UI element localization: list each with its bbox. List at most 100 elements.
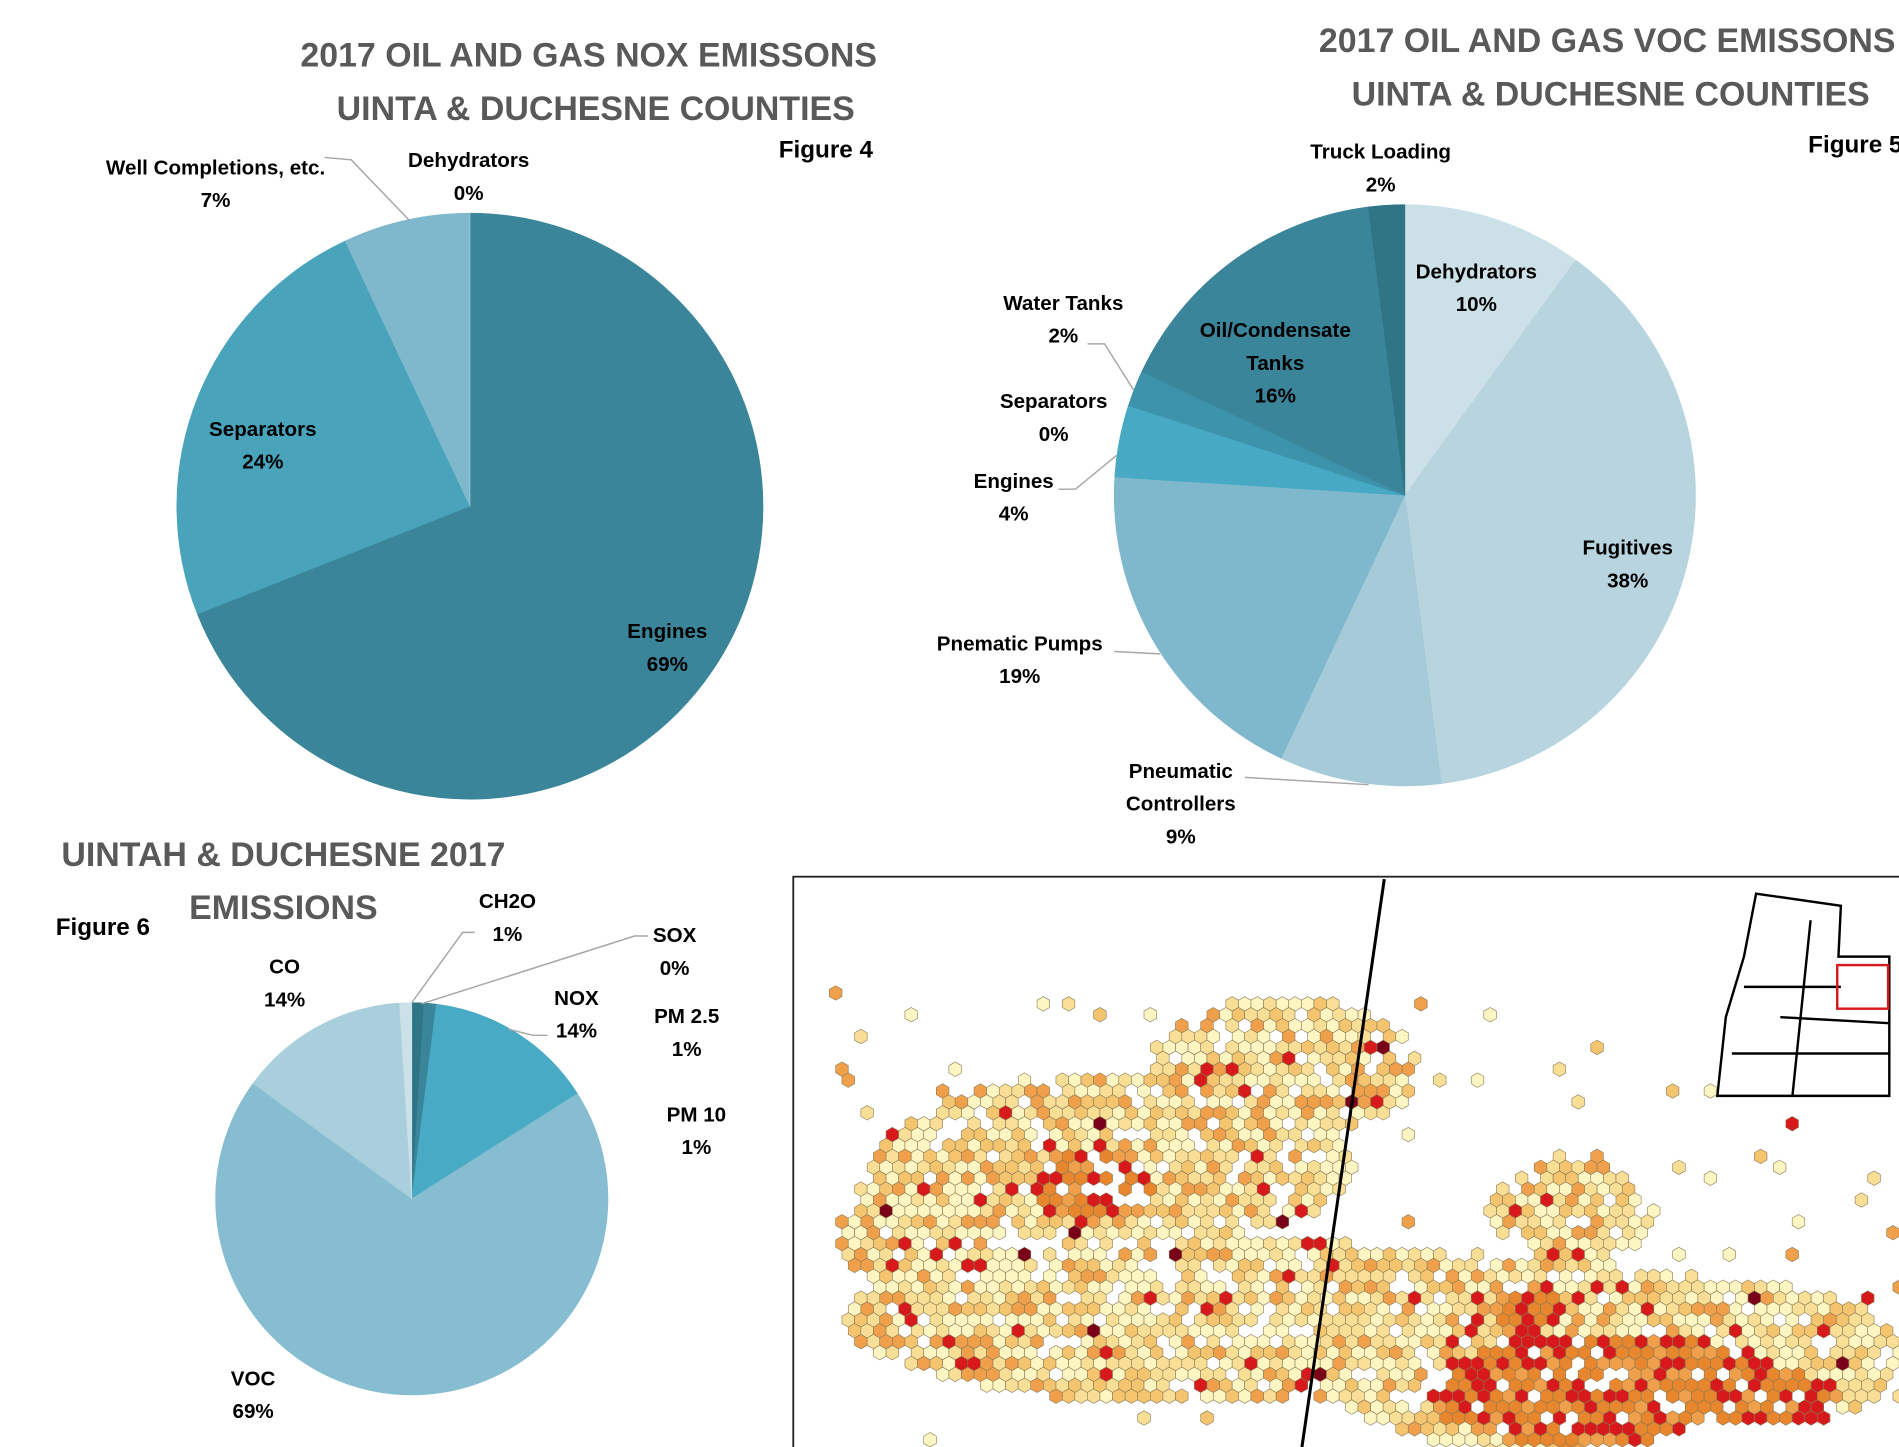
data-label: Water Tanks 2% <box>979 287 1149 352</box>
label-value: 69% <box>232 1399 274 1423</box>
map-hex <box>1552 1061 1567 1077</box>
label-value: 0% <box>453 181 484 205</box>
map-hex <box>1703 1083 1718 1099</box>
label-name: NOX <box>554 986 599 1010</box>
data-label: Engines 69% <box>595 615 740 680</box>
label-name: Truck Loading <box>1310 140 1452 164</box>
label-name: Fugitives <box>1582 536 1673 560</box>
data-label: PM 2.5 1% <box>632 1000 741 1065</box>
pie-slice <box>1404 259 1696 784</box>
label-value: 19% <box>999 664 1041 688</box>
chart-subtitle: UINTA & DUCHESNE COUNTIES <box>336 89 855 128</box>
map-hex <box>1867 1388 1881 1404</box>
label-name: Pneumatic Controllers <box>1125 759 1236 816</box>
map-hex <box>860 1105 874 1121</box>
map-hex <box>1666 1083 1680 1099</box>
data-label: Well Completions, etc. 7% <box>101 151 331 216</box>
map-hex <box>1854 1192 1869 1208</box>
pie-slice <box>1113 476 1406 759</box>
map-hex <box>1791 1214 1806 1230</box>
pie-slice <box>176 240 471 615</box>
label-name: Pnematic Pumps <box>936 632 1103 656</box>
map-hex <box>1137 1410 1151 1426</box>
map-hex <box>1722 1246 1736 1263</box>
map-hex <box>1848 1399 1862 1415</box>
data-label: Dehydrators 0% <box>384 144 554 209</box>
chart-title: 2017 OIL AND GAS NOX EMISSONS <box>300 36 877 74</box>
map-hex <box>1886 1225 1899 1241</box>
map-hex <box>1118 1181 1132 1197</box>
map-hex <box>992 1225 1006 1241</box>
figure-label: Figure 4 <box>778 136 873 164</box>
map-hex <box>1376 1105 1390 1121</box>
leader-line <box>421 935 648 1005</box>
data-label: Oil/Condensate Tanks 16% <box>1178 314 1372 412</box>
map-hex <box>1294 1377 1308 1393</box>
pie-slice <box>1280 494 1442 787</box>
label-value: 0% <box>659 956 690 980</box>
map-hex <box>885 1344 899 1361</box>
label-value: 0% <box>1038 422 1069 446</box>
leader-line <box>508 1028 548 1037</box>
map-hex <box>1200 1410 1214 1426</box>
data-label: PM 10 1% <box>642 1098 751 1163</box>
map-hex <box>923 1432 937 1447</box>
map-hex <box>1817 1410 1831 1426</box>
data-label: NOX 14% <box>528 982 625 1047</box>
label-value: 16% <box>1254 384 1296 408</box>
map-hex <box>1143 1007 1157 1023</box>
map-hex <box>1395 1028 1409 1045</box>
pie-slice <box>252 1002 413 1200</box>
map-hex <box>1244 1312 1258 1328</box>
map-hex <box>1571 1443 1585 1447</box>
pie-slice <box>411 1003 578 1200</box>
data-label: VOC 69% <box>205 1362 302 1427</box>
leader-line <box>1087 343 1135 391</box>
leader-line <box>411 931 475 1004</box>
chart-subtitle: UINTA & DUCHESNE COUNTIES <box>1351 75 1870 113</box>
data-label: Pnematic Pumps 19% <box>911 627 1129 692</box>
map-hex <box>1628 1235 1642 1252</box>
map-hex <box>1640 1432 1655 1447</box>
label-value: 10% <box>1455 293 1497 317</box>
label-value: 14% <box>264 988 306 1012</box>
map <box>792 875 1899 1447</box>
label-name: Engines <box>973 469 1054 493</box>
map-hex <box>1508 1443 1522 1447</box>
data-label: SOX 0% <box>626 919 723 984</box>
label-value: 2% <box>1048 324 1079 348</box>
map-hex <box>1395 1094 1409 1110</box>
label-value: 9% <box>1165 825 1196 849</box>
data-label: Separators 24% <box>190 413 335 478</box>
label-value: 7% <box>200 188 231 212</box>
label-name: Engines <box>627 619 708 643</box>
label-name: Dehydrators <box>1415 260 1537 284</box>
map-hex <box>829 985 843 1001</box>
label-value: 38% <box>1607 569 1649 593</box>
map-hex <box>1521 1443 1535 1447</box>
map-hex <box>1546 1443 1560 1447</box>
map-hex <box>1307 1203 1321 1219</box>
data-label: Separators 0% <box>981 385 1126 450</box>
map-hex <box>1892 1279 1899 1295</box>
map-hex <box>1892 1388 1899 1404</box>
map-hex <box>1407 1377 1422 1393</box>
map-hex <box>1483 1007 1497 1023</box>
map-hex <box>1754 1148 1768 1165</box>
chart-title: UINTAH & DUCHESNE 2017 EMISSIONS <box>61 835 506 927</box>
label-name: Separators <box>209 417 317 441</box>
label-name: Well Completions, etc. <box>105 156 326 180</box>
map-hex <box>1043 1225 1057 1241</box>
map-hex <box>1571 1094 1585 1110</box>
map-hex <box>1275 1214 1290 1230</box>
label-value: 1% <box>671 1037 702 1061</box>
map-hex <box>1470 1072 1485 1088</box>
data-label: Dehydrators 10% <box>1392 255 1562 320</box>
map-hex <box>841 1072 855 1088</box>
map-hex <box>1772 1159 1787 1175</box>
map-hex <box>1143 1246 1157 1263</box>
map-hex <box>1093 1007 1107 1023</box>
